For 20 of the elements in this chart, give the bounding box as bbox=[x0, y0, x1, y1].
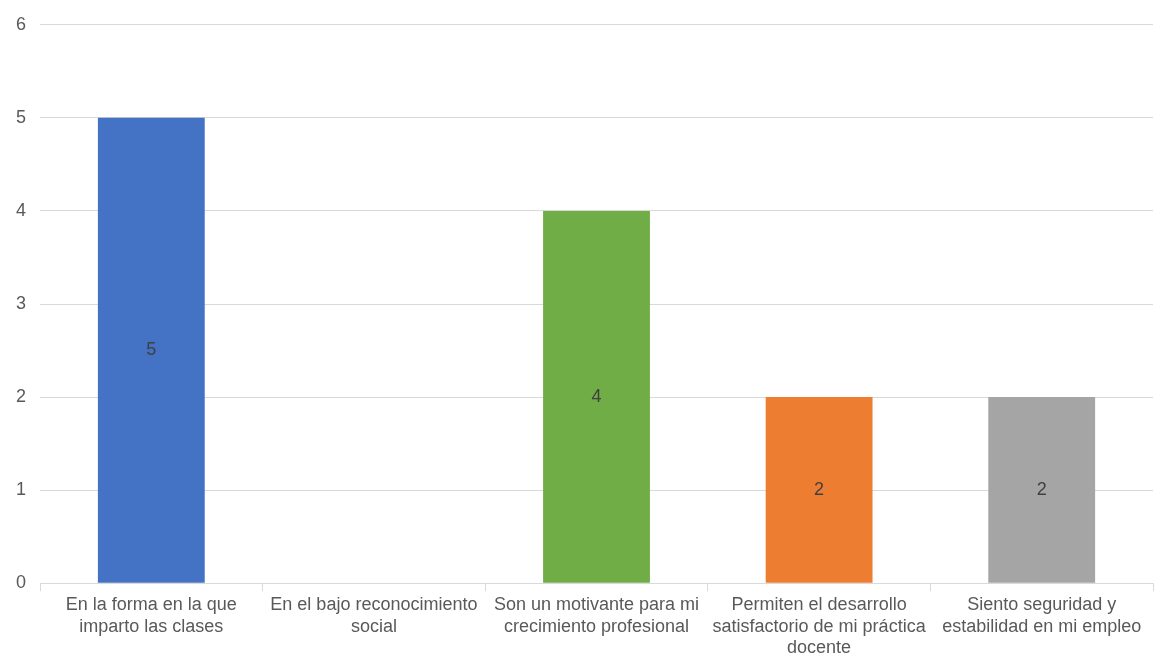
y-tick-label: 3 bbox=[16, 292, 27, 313]
y-tick-label: 5 bbox=[16, 106, 27, 127]
x-tick-label: Siento seguridad y estabilidad en mi empleo bbox=[942, 593, 1142, 636]
bar bbox=[97, 117, 205, 583]
y-tick-label: 0 bbox=[16, 572, 27, 593]
data-label: 2 bbox=[1036, 478, 1047, 499]
bar bbox=[988, 397, 1096, 583]
y-tick-label: 2 bbox=[16, 386, 27, 407]
y-tick-label: 1 bbox=[16, 479, 27, 500]
y-tick-label: 6 bbox=[16, 13, 27, 34]
x-tick-label: En el bajo reconocimiento social bbox=[270, 593, 478, 636]
x-tick-label: Son un motivante para mi crecimiento profesional bbox=[493, 593, 700, 636]
data-label: 2 bbox=[814, 478, 825, 499]
data-label: 4 bbox=[591, 385, 602, 406]
bar bbox=[543, 210, 650, 583]
x-tick-label: Permiten el desarrollo satisfactorio de mi práctica docente bbox=[712, 593, 927, 658]
data-label: 5 bbox=[146, 339, 157, 360]
bar bbox=[765, 397, 873, 583]
x-tick-label: En la forma en la que imparto las clases bbox=[65, 593, 237, 636]
y-tick-label: 4 bbox=[16, 199, 27, 220]
